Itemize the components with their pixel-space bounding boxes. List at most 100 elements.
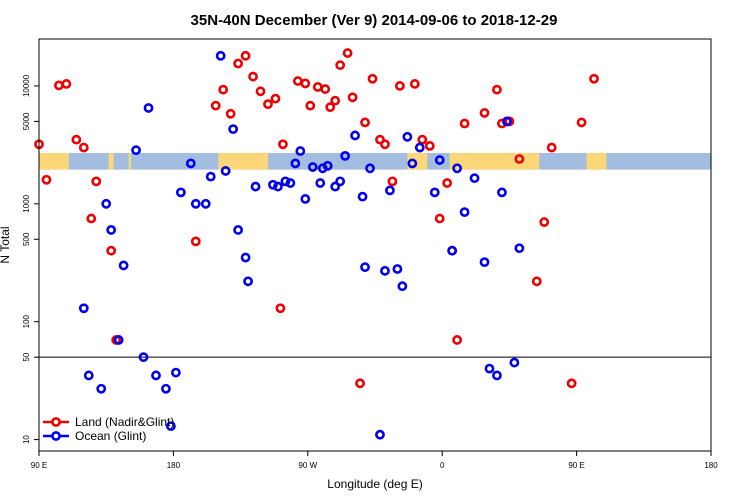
- ocean-point: [357, 191, 368, 202]
- ocean-point: [113, 335, 124, 345]
- chart-title: 35N-40N December (Ver 9) 2014-09-06 to 2…: [191, 12, 558, 29]
- ocean-point: [138, 352, 149, 363]
- ocean-point: [220, 166, 231, 176]
- land-point: [61, 79, 72, 89]
- ocean-point: [365, 163, 375, 174]
- land-point: [459, 118, 470, 129]
- data-points: [34, 48, 599, 440]
- ocean-point: [360, 262, 370, 273]
- ocean-point: [447, 245, 458, 256]
- x-tick-label: 90 E: [568, 461, 584, 470]
- land-point: [434, 213, 445, 224]
- ocean-point: [375, 429, 385, 440]
- land-point: [325, 102, 336, 113]
- ocean-point: [185, 158, 196, 169]
- ocean-point: [459, 207, 470, 218]
- land-point: [86, 213, 97, 224]
- ocean-point: [509, 357, 520, 368]
- land-point: [300, 78, 311, 89]
- land-point: [54, 80, 64, 91]
- land-point: [566, 378, 577, 389]
- ocean-point: [273, 181, 283, 192]
- ocean-point: [205, 171, 216, 182]
- ocean-point: [307, 162, 318, 172]
- land-point: [255, 86, 266, 97]
- land-segment: [128, 152, 132, 170]
- y-tick-label: 100: [22, 314, 31, 328]
- y-tick-label: 5000: [22, 112, 31, 130]
- land-point: [409, 79, 420, 89]
- x-tick-label: 180: [167, 461, 181, 470]
- ocean-point: [315, 178, 326, 188]
- ocean-band: [39, 152, 711, 170]
- y-axis-label: N Total: [0, 226, 12, 263]
- ocean-point: [502, 116, 512, 127]
- x-tick-label: 90 E: [31, 461, 47, 470]
- land-point: [275, 303, 286, 314]
- land-point: [210, 100, 221, 111]
- ocean-point: [161, 383, 171, 394]
- ocean-point: [479, 257, 490, 268]
- ocean-point: [285, 178, 296, 188]
- y-tick-label: 10000: [22, 74, 31, 97]
- land-point: [387, 176, 398, 187]
- land-point: [360, 117, 370, 128]
- y-tick-label: 10: [22, 435, 31, 444]
- land-point: [248, 71, 258, 82]
- land-point: [589, 73, 599, 84]
- ocean-point: [78, 303, 89, 314]
- ocean-point: [429, 187, 440, 198]
- land-point: [312, 82, 323, 92]
- ocean-point: [402, 131, 413, 142]
- legend-entry: Ocean (Glint): [43, 429, 146, 443]
- land-point: [367, 73, 378, 84]
- ocean-point: [397, 281, 408, 292]
- land-segment: [218, 152, 268, 170]
- ocean-point: [330, 181, 341, 192]
- legend-label: Ocean (Glint): [75, 429, 146, 443]
- ocean-point: [492, 370, 502, 381]
- ocean-point: [228, 124, 239, 135]
- ocean-series: [78, 50, 525, 440]
- land-point: [417, 134, 428, 145]
- ocean-point: [215, 50, 226, 61]
- legend-marker: [51, 417, 61, 427]
- land-point: [479, 108, 490, 118]
- ocean-point: [280, 176, 291, 187]
- land-point: [424, 140, 435, 151]
- ocean-point: [106, 225, 117, 235]
- y-tick-label: 500: [22, 232, 31, 246]
- ocean-point: [322, 160, 333, 171]
- ocean-point: [380, 265, 390, 276]
- land-point: [355, 378, 365, 389]
- ocean-point: [514, 243, 525, 254]
- ocean-point: [190, 198, 201, 209]
- x-tick-label: 0: [440, 461, 445, 470]
- ocean-point: [392, 264, 403, 274]
- ocean-point: [268, 179, 278, 190]
- ocean-point: [434, 155, 445, 165]
- land-point: [342, 48, 353, 58]
- land-point: [531, 276, 542, 287]
- legend: Land (Nadir&Glint)Ocean (Glint): [43, 415, 174, 443]
- ocean-point: [414, 142, 425, 153]
- ocean-point: [452, 163, 463, 174]
- land-point: [347, 92, 358, 103]
- y-axis: 10 50 100 500 1000 5000 10000: [22, 74, 39, 444]
- ocean-point: [497, 187, 507, 198]
- ocean-point: [243, 276, 253, 287]
- x-axis: 90 E 180 90 W 0 90 E 180: [31, 451, 718, 470]
- land-point: [78, 142, 89, 153]
- x-tick-label: 180: [704, 461, 718, 470]
- world-map-band: [39, 152, 711, 170]
- ocean-point: [407, 158, 418, 169]
- ocean-point: [200, 198, 211, 209]
- legend-marker: [51, 431, 61, 441]
- ocean-point: [385, 185, 395, 196]
- ocean-point: [131, 145, 141, 156]
- legend-label: Land (Nadir&Glint): [75, 415, 174, 429]
- land-point: [218, 84, 229, 95]
- land-point: [263, 99, 273, 110]
- land-point: [41, 174, 52, 185]
